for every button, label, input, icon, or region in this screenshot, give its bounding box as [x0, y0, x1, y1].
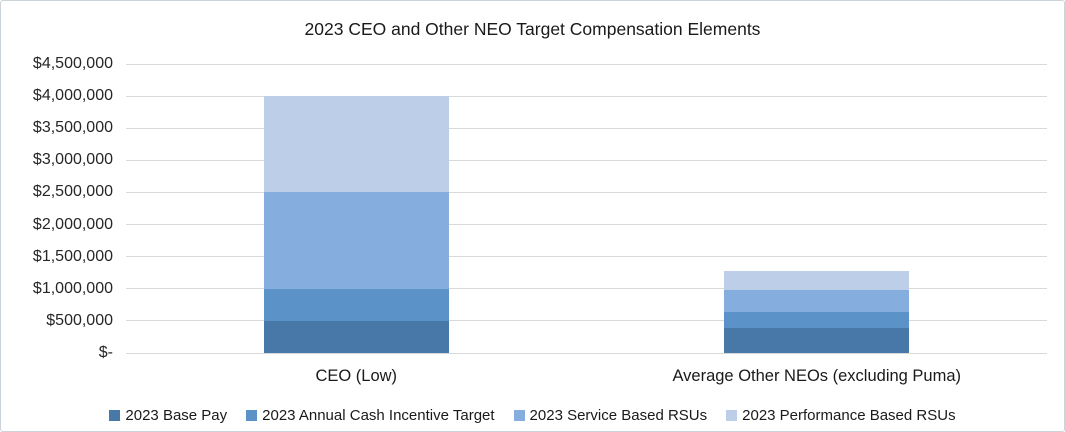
bar-segment-2023-performance-based-rsus — [263, 96, 449, 193]
gridline — [126, 95, 1047, 97]
y-axis-tick-label: $4,500,000 — [32, 55, 113, 72]
plot-area — [126, 63, 1047, 354]
legend-swatch-icon — [246, 410, 258, 421]
gridline — [126, 256, 1047, 258]
chart-title: 2023 CEO and Other NEO Target Compensati… — [304, 19, 761, 39]
y-axis-tick-label: $2,000,000 — [32, 215, 113, 233]
legend-item-2023-base-pay: 2023 Base Pay — [109, 407, 227, 424]
legend-item-2023-annual-cash-incentive-target: 2023 Annual Cash Incentive Target — [246, 407, 495, 424]
y-axis-tick-label: $3,500,000 — [32, 119, 113, 137]
y-axis-tick-label: $3,000,000 — [32, 151, 113, 169]
legend-label: 2023 Service Based RSUs — [529, 407, 708, 424]
legend-label: 2023 Base Pay — [125, 407, 228, 424]
legend-item-2023-performance-based-rsus: 2023 Performance Based RSUs — [726, 407, 956, 424]
bar-segment-2023-base-pay — [724, 328, 910, 353]
legend-label: 2023 Performance Based RSUs — [742, 407, 956, 424]
y-axis-tick-label: $2,500,000 — [32, 183, 113, 201]
legend-swatch-icon — [109, 410, 121, 421]
gridline — [126, 127, 1047, 129]
gridline — [126, 191, 1047, 193]
y-axis-tick-label: $- — [98, 344, 113, 361]
y-axis-tick-label: $4,000,000 — [32, 87, 113, 105]
bar-segment-2023-performance-based-rsus — [724, 271, 910, 291]
legend-label: 2023 Annual Cash Incentive Target — [262, 407, 495, 424]
bar-segment-2023-service-based-rsus — [724, 290, 910, 312]
gridline — [126, 63, 1047, 65]
bar-segment-2023-base-pay — [263, 320, 449, 353]
x-axis-line — [126, 352, 1047, 354]
y-axis-tick-label: $1,500,000 — [32, 247, 113, 265]
stacked-bar-average-other-neos-excluding-puma — [724, 271, 910, 353]
y-axis-tick-label: $1,000,000 — [32, 279, 113, 297]
x-axis-category-label: CEO (Low) — [315, 367, 398, 385]
gridline — [126, 224, 1047, 226]
legend-swatch-icon — [726, 410, 738, 421]
bar-segment-2023-annual-cash-incentive-target — [724, 311, 910, 329]
gridline — [126, 159, 1047, 161]
legend-swatch-icon — [513, 410, 525, 421]
gridline — [126, 320, 1047, 322]
legend: 2023 Base Pay 2023 Annual Cash Incentive … — [1, 407, 1064, 424]
bar-segment-2023-annual-cash-incentive-target — [263, 288, 449, 321]
legend-item-2023-service-based-rsus: 2023 Service Based RSUs — [513, 407, 708, 424]
bar-segment-2023-service-based-rsus — [263, 192, 449, 289]
x-axis-category-label: Average Other NEOs (excluding Puma) — [672, 367, 962, 385]
gridline — [126, 288, 1047, 290]
y-axis-tick-label: $500,000 — [46, 311, 113, 329]
stacked-bar-ceo-low — [263, 96, 449, 353]
